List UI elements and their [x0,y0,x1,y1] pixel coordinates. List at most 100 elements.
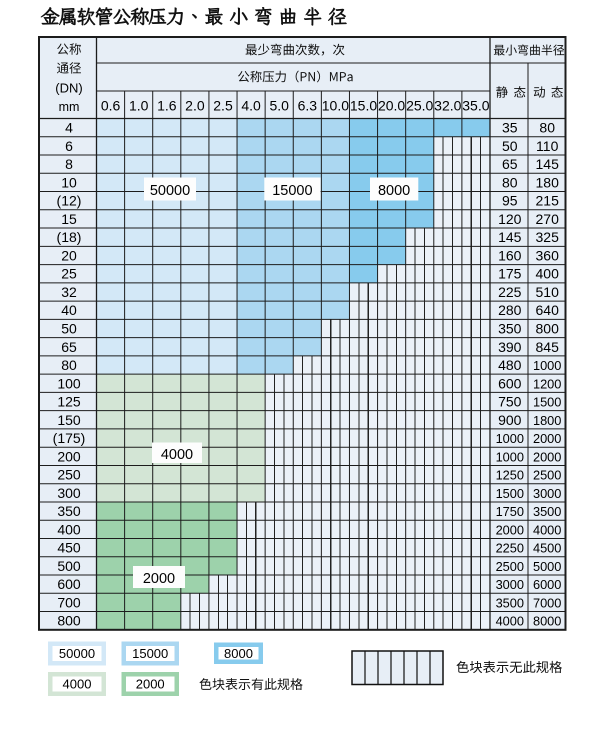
svg-text:1000: 1000 [496,431,524,446]
svg-text:6000: 6000 [533,577,561,592]
svg-text:4500: 4500 [533,541,561,556]
svg-text:32.0: 32.0 [434,97,461,113]
svg-text:15.0: 15.0 [350,97,377,113]
svg-text:450: 450 [57,540,81,556]
svg-text:2000: 2000 [143,571,175,587]
svg-text:510: 510 [536,284,560,300]
svg-text:640: 640 [536,302,560,318]
svg-text:2000: 2000 [136,677,165,692]
svg-text:600: 600 [57,576,81,592]
svg-text:2250: 2250 [496,541,524,556]
svg-text:80: 80 [502,174,518,190]
svg-text:35: 35 [502,120,518,136]
svg-text:1000: 1000 [496,449,524,464]
svg-text:6: 6 [65,138,73,154]
svg-text:300: 300 [57,485,81,501]
svg-text:8000: 8000 [378,183,410,199]
svg-text:1250: 1250 [496,468,524,483]
svg-text:65: 65 [502,156,518,172]
svg-text:180: 180 [536,174,560,190]
svg-text:15000: 15000 [272,183,312,199]
svg-text:95: 95 [502,193,518,209]
svg-text:2000: 2000 [496,522,524,537]
svg-text:400: 400 [57,521,81,537]
svg-text:15000: 15000 [132,646,168,661]
svg-text:845: 845 [536,339,560,355]
svg-text:3000: 3000 [496,577,524,592]
svg-text:150: 150 [57,412,81,428]
svg-text:360: 360 [536,248,560,264]
svg-text:50: 50 [61,321,77,337]
svg-text:4000: 4000 [63,677,92,692]
svg-text:120: 120 [498,211,522,227]
svg-text:160: 160 [498,248,522,264]
svg-text:325: 325 [536,229,560,245]
svg-text:145: 145 [498,229,522,245]
svg-text:215: 215 [536,193,560,209]
svg-text:900: 900 [498,412,522,428]
svg-text:800: 800 [57,613,81,629]
svg-text:700: 700 [57,594,81,610]
svg-text:5.0: 5.0 [269,97,289,113]
svg-text:50000: 50000 [59,646,95,661]
svg-text:4000: 4000 [161,447,193,463]
svg-text:80: 80 [61,357,77,373]
svg-text:8000: 8000 [533,614,561,629]
svg-text:4000: 4000 [496,614,524,629]
svg-text:(18): (18) [57,229,82,245]
svg-text:4.0: 4.0 [241,97,261,113]
svg-text:10: 10 [61,174,77,190]
svg-text:2.0: 2.0 [185,97,205,113]
svg-text:600: 600 [498,375,522,391]
svg-text:50: 50 [502,138,518,154]
svg-text:125: 125 [57,394,81,410]
svg-text:6.3: 6.3 [298,97,318,113]
svg-text:mm: mm [59,100,80,114]
svg-text:480: 480 [498,357,522,373]
svg-text:25: 25 [61,266,77,282]
svg-text:1.0: 1.0 [129,97,149,113]
svg-text:1.6: 1.6 [157,97,177,113]
svg-text:250: 250 [57,467,81,483]
svg-text:25.0: 25.0 [406,97,433,113]
svg-text:4: 4 [65,120,73,136]
svg-text:50000: 50000 [150,183,190,199]
svg-text:32: 32 [61,284,77,300]
svg-text:5000: 5000 [533,559,561,574]
svg-text:80: 80 [539,120,555,136]
svg-text:3000: 3000 [533,486,561,501]
svg-text:8: 8 [65,156,73,172]
svg-text:2000: 2000 [533,449,561,464]
svg-text:(12): (12) [57,193,82,209]
svg-text:1500: 1500 [533,395,561,410]
svg-text:2500: 2500 [496,559,524,574]
svg-text:1800: 1800 [533,413,561,428]
svg-text:750: 750 [498,394,522,410]
svg-text:20: 20 [61,248,77,264]
svg-text:2.5: 2.5 [213,97,233,113]
svg-text:0.6: 0.6 [101,97,121,113]
svg-text:3500: 3500 [496,595,524,610]
svg-text:2000: 2000 [533,431,561,446]
svg-text:145: 145 [536,156,560,172]
svg-text:350: 350 [57,503,81,519]
svg-text:40: 40 [61,302,77,318]
svg-text:225: 225 [498,284,522,300]
svg-text:3500: 3500 [533,504,561,519]
svg-text:1750: 1750 [496,504,524,519]
svg-text:270: 270 [536,211,560,227]
svg-text:8000: 8000 [224,646,253,661]
svg-text:1000: 1000 [533,358,561,373]
svg-text:65: 65 [61,339,77,355]
svg-text:10.0: 10.0 [322,97,349,113]
svg-text:500: 500 [57,558,81,574]
svg-text:350: 350 [498,321,522,337]
svg-text:390: 390 [498,339,522,355]
svg-text:20.0: 20.0 [378,97,405,113]
svg-text:4000: 4000 [533,522,561,537]
svg-text:7000: 7000 [533,595,561,610]
svg-text:35.0: 35.0 [462,97,489,113]
svg-text:110: 110 [536,138,559,154]
svg-text:280: 280 [498,302,522,318]
svg-text:400: 400 [536,266,560,282]
